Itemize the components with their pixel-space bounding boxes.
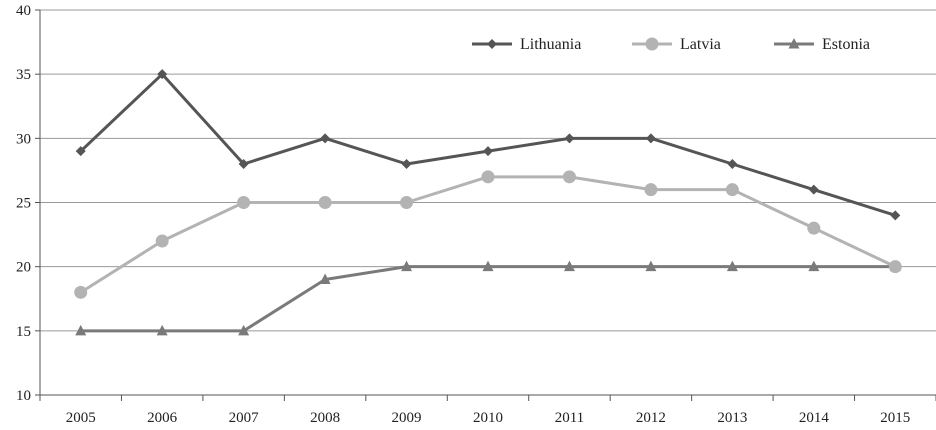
- legend-item-latvia: Latvia: [632, 36, 721, 53]
- x-tick-label: 2006: [147, 410, 178, 426]
- data-point-lithuania: [157, 69, 168, 80]
- data-point-lithuania: [564, 133, 575, 144]
- y-tick-label: 20: [16, 260, 31, 276]
- series-line-estonia: [80, 265, 896, 333]
- data-point-estonia: [238, 324, 250, 336]
- gridlines: [40, 9, 936, 332]
- x-tick-label: 2010: [473, 410, 503, 426]
- data-point-latvia: [644, 183, 658, 197]
- data-point-estonia: [808, 260, 820, 272]
- data-point-latvia: [237, 196, 251, 209]
- y-tick-label: 10: [16, 388, 31, 404]
- data-point-lithuania: [401, 159, 412, 169]
- data-point-estonia: [401, 260, 413, 272]
- x-tick-label: 2012: [636, 410, 666, 426]
- data-point-latvia: [400, 196, 414, 209]
- series-layer: [74, 69, 902, 336]
- y-tick-label: 25: [16, 196, 31, 212]
- data-point-estonia: [75, 324, 87, 336]
- data-point-lithuania: [890, 210, 901, 221]
- legend-marker-estonia: [788, 38, 800, 49]
- data-point-estonia: [726, 260, 738, 272]
- data-point-lithuania: [75, 146, 86, 157]
- data-point-lithuania: [238, 159, 249, 169]
- data-point-estonia: [645, 260, 657, 272]
- legend-item-estonia: Estonia: [774, 36, 870, 53]
- data-point-latvia: [155, 234, 169, 248]
- data-point-lithuania: [645, 133, 656, 144]
- axes: [35, 9, 936, 401]
- legend-label-latvia: Latvia: [680, 36, 721, 53]
- legend-marker-lithuania: [487, 39, 497, 49]
- x-tick-label: 2007: [229, 410, 260, 426]
- y-tick-label: 15: [16, 324, 31, 340]
- y-tick-label: 35: [16, 67, 31, 83]
- data-point-estonia: [156, 324, 168, 336]
- data-point-lithuania: [808, 184, 819, 195]
- series-line-latvia: [79, 175, 896, 294]
- series-lithuania: [75, 69, 901, 221]
- x-tick-label: 2015: [880, 410, 910, 426]
- data-point-latvia: [562, 170, 576, 184]
- data-point-estonia: [563, 260, 575, 272]
- x-tick-label: 2014: [799, 410, 830, 426]
- data-point-latvia: [888, 260, 902, 274]
- legend-marker-latvia: [645, 37, 659, 51]
- x-tick-label: 2005: [66, 410, 96, 426]
- x-tick-label: 2009: [392, 410, 422, 426]
- series-latvia: [74, 170, 902, 299]
- x-tick-label: 2013: [717, 410, 747, 426]
- data-point-lithuania: [320, 133, 331, 144]
- data-point-estonia: [482, 260, 494, 272]
- data-point-estonia: [319, 273, 331, 284]
- y-axis-tick-labels: 10 15 20 25 30 35 40: [16, 3, 31, 404]
- x-axis-tick-labels: 2005 2006 2007 2008 2009 2010 2011 2012 2013 2014…: [66, 410, 911, 426]
- x-tick-label: 2011: [555, 410, 584, 426]
- data-point-latvia: [481, 170, 495, 184]
- data-point-lithuania: [483, 146, 493, 157]
- y-tick-label: 30: [16, 131, 31, 147]
- data-point-latvia: [74, 285, 88, 299]
- data-point-lithuania: [727, 159, 738, 169]
- y-tick-label: 40: [16, 3, 31, 19]
- data-point-latvia: [318, 196, 332, 209]
- series-line-lithuania: [79, 72, 896, 217]
- data-point-latvia: [807, 221, 821, 235]
- legend-item-lithuania: Lithuania: [472, 36, 581, 53]
- legend-label-lithuania: Lithuania: [520, 36, 581, 53]
- data-point-latvia: [725, 183, 739, 197]
- legend-label-estonia: Estonia: [822, 36, 870, 53]
- legend: Lithuania Latvia Estonia: [472, 36, 870, 53]
- x-tick-label: 2008: [310, 410, 340, 426]
- series-estonia: [75, 260, 901, 336]
